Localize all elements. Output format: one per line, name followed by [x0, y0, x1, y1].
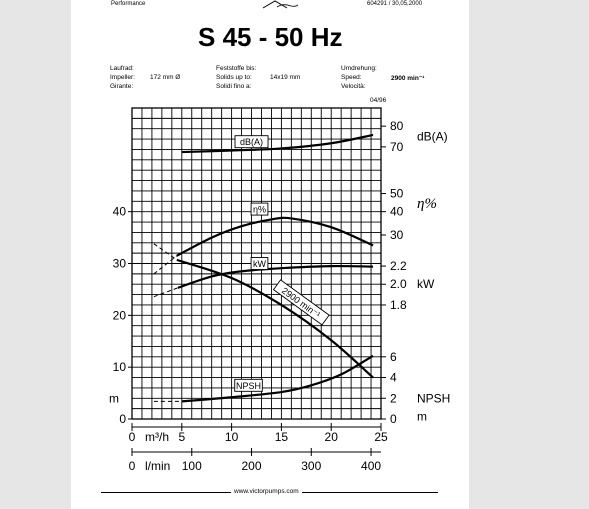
dashed-extension: [153, 255, 178, 275]
series-label-box: [250, 202, 269, 216]
right-unit-label: η%: [417, 196, 437, 212]
left-margin: [0, 0, 71, 509]
right-axis-label: 4: [390, 371, 397, 385]
header-right: 604291 / 30,05,2000: [367, 1, 423, 7]
spec-impeller-label-1: Laufrad:: [110, 65, 134, 72]
series-label: NPSH: [234, 378, 263, 392]
page-title: S 45 - 50 Hz: [198, 22, 343, 52]
right-axis-label: 80: [390, 119, 404, 133]
right-unit-label: kW: [417, 277, 435, 291]
series-label: dB(A): [234, 135, 269, 149]
spec-solids-label-1: Feststoffe bis:: [216, 65, 257, 72]
right-axis-label: 2: [390, 391, 397, 405]
right-margin: [469, 0, 589, 509]
series-label-text: NPSH: [236, 381, 261, 391]
x-tick-label: 10: [225, 430, 239, 444]
right-axis-label: 40: [390, 205, 404, 219]
y-tick-label: 20: [113, 308, 127, 322]
right-axis-label: 6: [390, 350, 397, 364]
right-unit-label: dB(A): [417, 130, 448, 144]
series-label-text: dB(A): [240, 137, 263, 147]
x2-tick-label: 200: [242, 459, 262, 473]
right-axis-label: 0: [390, 412, 397, 426]
x2-tick-label: 100: [182, 459, 202, 473]
spec-speed-label-3: Velocità:: [341, 83, 366, 90]
x2-tick-label: 0: [129, 459, 136, 473]
x-unit-label: m³/h: [145, 430, 169, 444]
y-tick-label: 0: [119, 412, 126, 426]
y-tick-label: 30: [113, 257, 127, 271]
spec-speed-label-2: Speed:: [341, 74, 362, 81]
footer-url: www.victorpumps.com: [231, 488, 302, 495]
y-unit-label: m: [109, 391, 119, 405]
series-label-box: [250, 257, 269, 270]
series-label-box: [234, 378, 263, 392]
right-axis-label: 50: [390, 187, 404, 201]
x-tick-label: 0: [129, 430, 136, 444]
performance-chart: 010203040m80705040302.22.01.86420dB(A)η%…: [109, 107, 450, 473]
series-label: kW: [250, 257, 269, 270]
right-axis-label: 2.2: [390, 259, 407, 273]
series-curve: [181, 133, 374, 154]
spec-solids-label-2: Solids up to:: [216, 74, 252, 81]
x-tick-label: 20: [325, 430, 339, 444]
right-axis-label: 1.8: [390, 298, 407, 312]
y-tick-label: 40: [113, 205, 127, 219]
company-logo: [262, 0, 299, 9]
spec-solids-value: 14x19 mm: [270, 74, 301, 81]
datasheet-page: Performance 604291 / 30,05,2000 S 45 - 5…: [71, 0, 469, 509]
right-axis-label: 30: [390, 228, 404, 242]
y-tick-label: 10: [113, 360, 127, 374]
x2-unit-label: l/min: [145, 459, 170, 473]
dashed-extension: [153, 287, 178, 298]
x2-tick-label: 300: [301, 459, 321, 473]
series-curve: [181, 354, 374, 403]
spec-speed-value: 2900 min⁻¹: [391, 75, 425, 82]
grid: [131, 107, 382, 420]
spec-impeller-value: 172 mm Ø: [150, 74, 181, 81]
series-label-text: η%: [253, 205, 266, 215]
x-tick-label: 15: [275, 430, 289, 444]
x-tick-label: 25: [374, 430, 388, 444]
right-axis-label: 2.0: [390, 277, 407, 291]
header-left: Performance: [111, 1, 146, 7]
series-label-box: [272, 279, 330, 326]
series-label-box: [234, 135, 269, 149]
dashed-extension: [153, 243, 178, 261]
x2-tick-label: 400: [361, 459, 381, 473]
series-label-text: kW: [253, 259, 267, 269]
spec-speed-label-1: Umdrehung:: [341, 65, 377, 72]
x-tick-label: 5: [178, 430, 185, 444]
series-label: η%: [250, 202, 269, 216]
series-curve: [176, 216, 374, 257]
right-axis-label: 70: [390, 140, 404, 154]
spec-impeller-label-3: Girante:: [110, 83, 134, 90]
right-unit-label: NPSH: [417, 391, 450, 405]
right-unit-label: m: [417, 409, 427, 423]
spec-impeller-label-2: Impeller:: [110, 74, 135, 81]
revision-code: 04/96: [370, 97, 387, 104]
series-curve: [176, 258, 374, 379]
spec-solids-label-3: Solidi fino a:: [216, 83, 252, 90]
